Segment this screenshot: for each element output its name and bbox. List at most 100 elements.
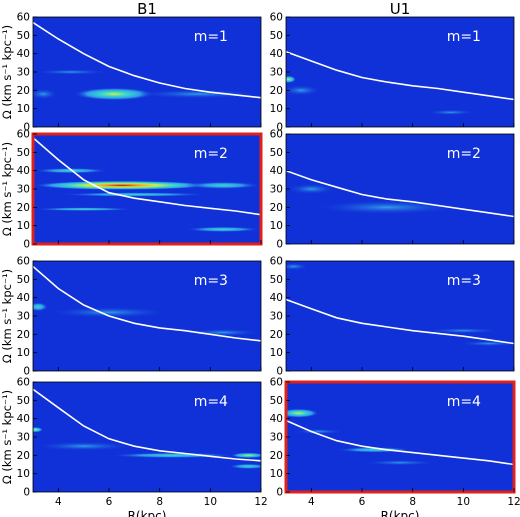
heatmap-blob xyxy=(230,452,261,459)
heatmap-blob xyxy=(58,192,211,197)
omega-curve xyxy=(33,388,261,462)
mode-label: m=1 xyxy=(194,29,228,45)
x-tick-label: 4 xyxy=(308,496,315,508)
y-tick-label: 0 xyxy=(23,239,30,251)
y-tick-label: 10 xyxy=(270,220,283,232)
heatmap-blob xyxy=(362,459,438,466)
x-tick-label: 12 xyxy=(507,496,520,508)
y-tick-label: 0 xyxy=(276,366,283,378)
y-tick-label: 20 xyxy=(270,450,283,462)
omega-curve xyxy=(286,51,514,101)
omega-curve xyxy=(286,419,514,466)
y-tick-label: 50 xyxy=(270,147,283,159)
y-tick-label: 0 xyxy=(276,122,283,134)
mode-label: m=2 xyxy=(447,146,481,162)
heatmap-features xyxy=(33,167,261,233)
y-tick-label: 10 xyxy=(17,347,30,359)
panel-b1-m3: 0 10 20 30 40 50 60 m=3 Ω (km s⁻¹ kpc⁻¹) xyxy=(0,256,262,378)
x-tick-label: 4 xyxy=(55,496,62,508)
omega-curve xyxy=(286,298,514,345)
y-tick-label: 50 xyxy=(17,274,30,286)
x-tick-label: 6 xyxy=(106,496,113,508)
y-axis-label: Ω (km s⁻¹ kpc⁻¹) xyxy=(0,269,14,363)
mode-label: m=1 xyxy=(447,29,481,45)
mode-label: m=3 xyxy=(194,273,228,289)
y-tick-label: 40 xyxy=(270,413,283,425)
y-tick-label: 50 xyxy=(270,395,283,407)
x-tick-label: 10 xyxy=(204,496,217,508)
heatmap-blob xyxy=(286,408,319,418)
x-tick-label: 6 xyxy=(359,496,366,508)
y-tick-label: 50 xyxy=(17,30,30,42)
x-tick-label: 12 xyxy=(254,496,267,508)
y-tick-label: 30 xyxy=(270,184,283,196)
panel-u1-m1: 0 10 20 30 40 50 60 m=1 xyxy=(270,12,515,134)
y-tick-label: 30 xyxy=(17,432,30,444)
y-tick-label: 60 xyxy=(270,12,283,24)
heatmap-blob xyxy=(33,302,49,312)
mode-label: m=4 xyxy=(194,394,228,410)
y-tick-label: 20 xyxy=(270,202,283,214)
heatmap-features xyxy=(33,69,261,101)
x-tick-label: 8 xyxy=(409,496,416,508)
y-tick-label: 30 xyxy=(270,311,283,323)
mode-label: m=3 xyxy=(447,273,481,289)
heatmap-blob xyxy=(425,327,502,334)
panel-u1-m4: 0 10 20 30 40 50 60 4 6 8 10 12 m=4 R(kpc) xyxy=(270,377,520,517)
y-tick-label: 60 xyxy=(17,377,30,389)
plot-area xyxy=(286,382,514,492)
y-tick-label: 10 xyxy=(17,468,30,480)
heatmap-blob xyxy=(286,84,322,96)
column-title-b1: B1 xyxy=(137,0,157,18)
y-tick-label: 20 xyxy=(270,329,283,341)
heatmap-blob xyxy=(425,109,476,116)
heatmap-blob xyxy=(311,200,464,215)
y-tick-label: 30 xyxy=(270,432,283,444)
y-tick-label: 60 xyxy=(270,256,283,268)
y-tick-label: 30 xyxy=(17,67,30,79)
plot-area xyxy=(286,17,514,127)
y-tick-label: 60 xyxy=(17,256,30,268)
y-tick-label: 10 xyxy=(270,347,283,359)
heatmap-blob xyxy=(33,180,211,190)
y-tick-label: 50 xyxy=(17,147,30,159)
heatmap-blob xyxy=(185,181,261,189)
y-tick-label: 40 xyxy=(17,413,30,425)
y-axis-label: Ω (km s⁻¹ kpc⁻¹) xyxy=(0,142,14,236)
panel-b1-m1: 0 10 20 30 40 50 60 m=1 Ω (km s⁻¹ kpc⁻¹) xyxy=(0,12,262,134)
y-tick-label: 20 xyxy=(17,450,30,462)
heatmap-blob xyxy=(33,88,59,100)
y-tick-label: 20 xyxy=(17,202,30,214)
y-tick-label: 30 xyxy=(17,184,30,196)
y-tick-label: 10 xyxy=(270,103,283,115)
heatmap-blob xyxy=(228,463,261,470)
y-tick-label: 30 xyxy=(17,311,30,323)
heatmap-blob xyxy=(286,262,309,271)
heatmap-blob xyxy=(33,441,135,451)
heatmap-blob xyxy=(73,87,155,101)
x-tick-label: 8 xyxy=(156,496,163,508)
y-tick-label: 60 xyxy=(270,377,283,389)
y-tick-label: 0 xyxy=(23,366,30,378)
plot-area xyxy=(33,382,261,492)
y-tick-label: 10 xyxy=(17,103,30,115)
heatmap-blob xyxy=(45,306,173,318)
panel-u1-m2: 0 10 20 30 40 50 60 m=2 xyxy=(270,129,515,251)
y-tick-label: 10 xyxy=(17,220,30,232)
y-tick-label: 60 xyxy=(17,12,30,24)
panel-b1-m4: 0 10 20 30 40 50 60 4 6 8 10 12 m=4 Ω (km s⁻¹ kpc⁻¹) R… xyxy=(0,377,268,517)
y-tick-label: 0 xyxy=(276,487,283,499)
y-tick-label: 30 xyxy=(270,67,283,79)
y-tick-label: 40 xyxy=(270,165,283,177)
y-tick-label: 10 xyxy=(270,468,283,480)
heatmap-features xyxy=(286,75,476,116)
x-tick-label: 10 xyxy=(457,496,470,508)
y-tick-label: 40 xyxy=(270,48,283,60)
heatmap-features xyxy=(33,426,261,470)
y-tick-label: 0 xyxy=(23,122,30,134)
omega-curve xyxy=(33,137,261,216)
mode-label: m=4 xyxy=(447,394,481,410)
heatmap-blob xyxy=(33,207,135,211)
heatmap-blob xyxy=(185,226,261,233)
